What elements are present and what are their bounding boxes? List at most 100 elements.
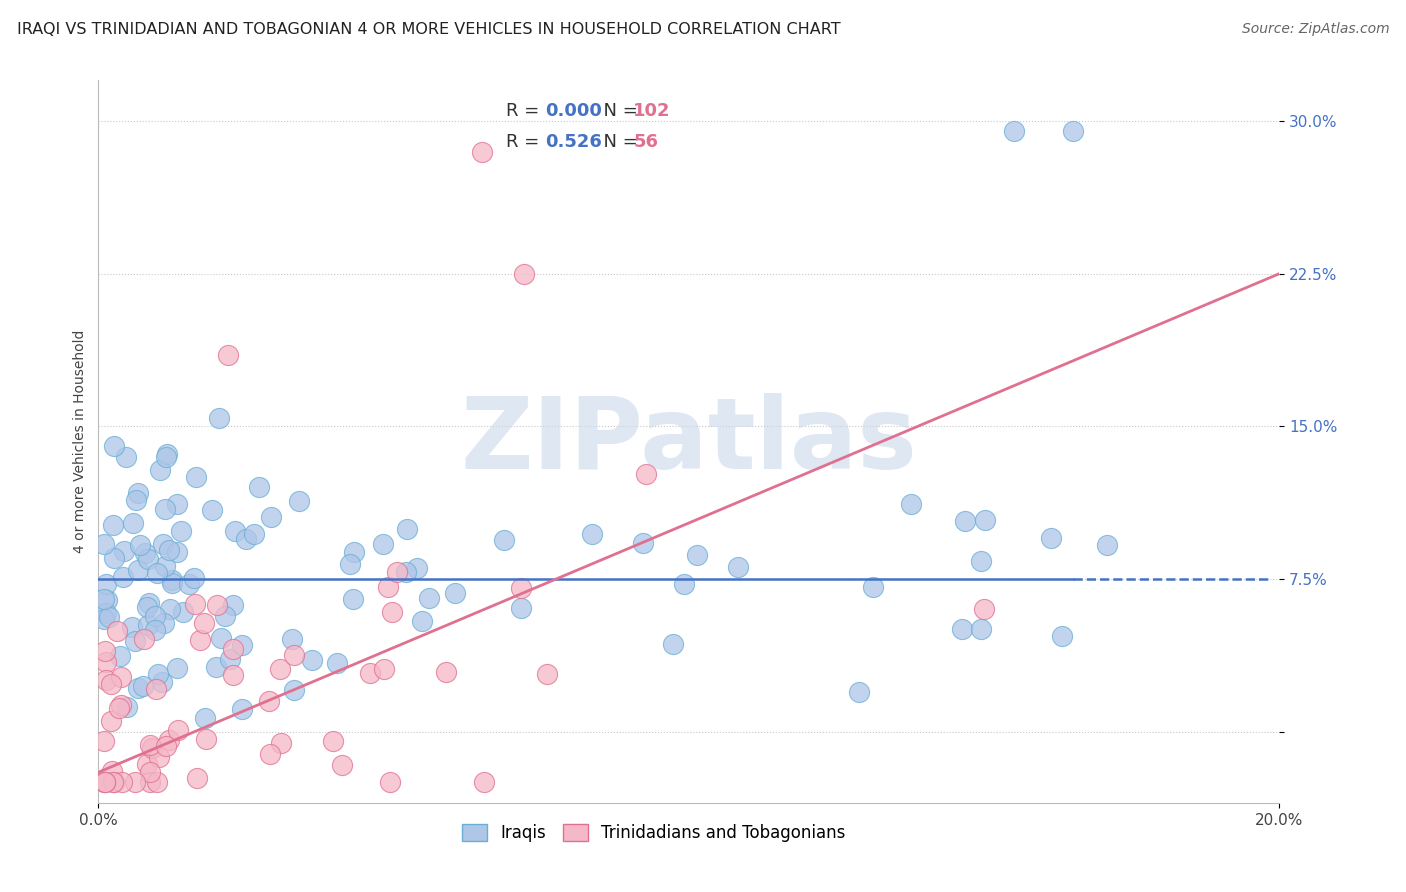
- Point: [136, 551, 159, 566]
- Point: [900, 498, 922, 512]
- Point: [260, 510, 283, 524]
- Point: [214, 608, 236, 623]
- Point: [661, 637, 683, 651]
- Point: [371, 537, 394, 551]
- Point: [97, 609, 120, 624]
- Point: [145, 682, 167, 697]
- Point: [125, 492, 148, 507]
- Point: [172, 605, 194, 619]
- Point: [512, 267, 534, 281]
- Point: [159, 733, 181, 747]
- Point: [101, 764, 124, 778]
- Point: [93, 775, 115, 789]
- Text: Source: ZipAtlas.com: Source: ZipAtlas.com: [1241, 22, 1389, 37]
- Point: [322, 734, 344, 748]
- Point: [536, 667, 558, 681]
- Point: [385, 565, 408, 579]
- Point: [970, 622, 993, 636]
- Point: [224, 524, 246, 539]
- Point: [94, 775, 117, 789]
- Point: [169, 524, 191, 538]
- Point: [270, 736, 292, 750]
- Point: [136, 618, 159, 632]
- Point: [283, 682, 305, 697]
- Point: [1097, 538, 1119, 552]
- Point: [269, 662, 291, 676]
- Point: [152, 615, 174, 630]
- Point: [94, 606, 117, 620]
- Point: [509, 601, 531, 615]
- Point: [94, 655, 117, 669]
- Point: [110, 698, 132, 713]
- Point: [288, 494, 311, 508]
- Point: [138, 596, 160, 610]
- Point: [184, 470, 207, 484]
- Point: [127, 563, 149, 577]
- Point: [100, 677, 122, 691]
- Point: [672, 577, 695, 591]
- Point: [93, 591, 115, 606]
- Point: [380, 775, 402, 789]
- Point: [103, 517, 125, 532]
- Point: [148, 749, 170, 764]
- Point: [395, 522, 418, 536]
- Point: [159, 602, 181, 616]
- Point: [243, 526, 266, 541]
- Point: [1002, 124, 1025, 138]
- Point: [139, 738, 162, 752]
- Point: [134, 632, 156, 646]
- Point: [149, 463, 172, 477]
- Point: [970, 553, 993, 567]
- Point: [359, 665, 381, 680]
- Point: [494, 533, 516, 547]
- Point: [381, 605, 404, 619]
- Point: [134, 546, 156, 560]
- Point: [183, 571, 205, 585]
- Point: [257, 694, 280, 708]
- Point: [194, 711, 217, 725]
- Text: IRAQI VS TRINIDADIAN AND TOBAGONIAN 4 OR MORE VEHICLES IN HOUSEHOLD CORRELATION : IRAQI VS TRINIDADIAN AND TOBAGONIAN 4 OR…: [17, 22, 841, 37]
- Point: [166, 497, 188, 511]
- Point: [96, 577, 118, 591]
- Point: [953, 514, 976, 528]
- Point: [167, 723, 190, 737]
- Point: [96, 673, 118, 687]
- Point: [141, 741, 163, 756]
- Point: [217, 348, 239, 362]
- Text: ZIPatlas: ZIPatlas: [461, 393, 917, 490]
- Legend: Iraqis, Trinidadians and Tobagonians: Iraqis, Trinidadians and Tobagonians: [456, 817, 852, 848]
- Point: [103, 439, 125, 453]
- Point: [235, 532, 257, 546]
- Point: [108, 701, 131, 715]
- Point: [115, 699, 138, 714]
- Point: [103, 550, 125, 565]
- Point: [93, 612, 115, 626]
- Point: [373, 662, 395, 676]
- Point: [115, 450, 138, 464]
- Text: R =: R =: [506, 133, 546, 151]
- Point: [342, 592, 364, 607]
- Point: [184, 597, 207, 611]
- Point: [950, 622, 973, 636]
- Point: [135, 599, 157, 614]
- Point: [186, 771, 208, 785]
- Text: 102: 102: [634, 102, 671, 120]
- Point: [155, 450, 177, 464]
- Point: [301, 653, 323, 667]
- Point: [177, 577, 200, 591]
- Point: [194, 732, 217, 747]
- Point: [418, 591, 440, 606]
- Text: N =: N =: [592, 102, 644, 120]
- Point: [222, 642, 245, 657]
- Point: [96, 593, 118, 607]
- Point: [471, 145, 494, 159]
- Point: [101, 775, 124, 789]
- Point: [231, 638, 253, 652]
- Point: [108, 648, 131, 663]
- Point: [121, 516, 143, 531]
- Point: [862, 580, 884, 594]
- Point: [111, 775, 134, 789]
- Point: [201, 503, 224, 517]
- Point: [145, 566, 167, 580]
- Point: [105, 624, 128, 638]
